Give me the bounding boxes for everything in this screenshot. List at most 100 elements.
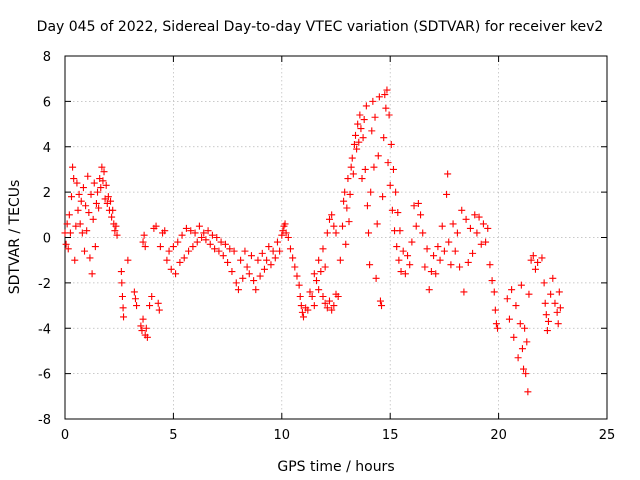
data-point — [189, 243, 197, 251]
data-point — [453, 229, 461, 237]
data-point — [104, 193, 112, 201]
data-point — [330, 222, 338, 230]
data-point — [328, 211, 336, 219]
data-point — [108, 213, 116, 221]
data-point — [77, 197, 85, 205]
data-point — [553, 308, 561, 316]
x-tick-label: 25 — [599, 428, 616, 443]
data-point — [92, 199, 100, 207]
data-points — [61, 86, 564, 396]
data-point — [113, 231, 121, 239]
data-point — [556, 304, 564, 312]
data-point — [447, 261, 455, 269]
data-point — [477, 240, 485, 248]
data-point — [117, 268, 125, 276]
data-point — [363, 202, 371, 210]
data-point — [296, 292, 304, 300]
data-point — [124, 256, 132, 264]
chart-title: Day 045 of 2022, Sidereal Day-to-day VTE… — [37, 19, 604, 35]
data-point — [234, 286, 242, 294]
data-point — [491, 306, 499, 314]
data-point — [342, 240, 350, 248]
x-tick-label: 20 — [490, 428, 507, 443]
data-point — [289, 254, 297, 262]
data-point — [293, 272, 301, 280]
data-point — [276, 247, 284, 255]
data-point — [360, 116, 368, 124]
data-point — [89, 215, 97, 223]
data-point — [267, 261, 275, 269]
data-point — [443, 190, 451, 198]
data-point — [534, 258, 542, 266]
data-point — [350, 140, 358, 148]
data-point — [518, 345, 526, 353]
data-point — [508, 286, 516, 294]
data-point — [198, 234, 206, 241]
data-point — [120, 313, 128, 321]
data-point — [174, 238, 182, 246]
data-point — [370, 163, 378, 171]
data-point — [479, 220, 487, 228]
data-point — [79, 184, 87, 192]
data-point — [538, 254, 546, 262]
data-point — [228, 268, 236, 276]
data-point — [148, 292, 156, 300]
data-point — [394, 209, 402, 217]
data-point — [224, 258, 232, 266]
axis-ticks: 0 5 10 15 20 25 -8 -6 -4 -2 0 2 4 6 8 — [38, 50, 615, 443]
data-point — [281, 220, 289, 228]
data-point — [423, 245, 431, 253]
y-tick-label: 4 — [43, 141, 51, 156]
data-point — [427, 268, 435, 276]
data-point — [555, 288, 563, 296]
data-point — [319, 245, 327, 253]
data-point — [304, 306, 312, 314]
data-point — [375, 93, 383, 101]
data-point — [345, 218, 353, 226]
data-point — [510, 333, 518, 341]
data-point — [408, 238, 416, 246]
data-point — [109, 206, 117, 214]
data-point — [419, 229, 427, 237]
data-point — [315, 256, 323, 264]
data-point — [219, 252, 227, 260]
data-point — [140, 231, 148, 239]
data-point — [414, 199, 422, 207]
data-point — [449, 220, 457, 228]
data-point — [245, 270, 253, 278]
data-point — [254, 256, 262, 264]
data-point — [156, 243, 164, 251]
data-point — [191, 229, 199, 237]
data-point — [71, 256, 79, 264]
data-point — [469, 249, 477, 257]
data-point — [336, 256, 344, 264]
data-point — [357, 125, 365, 133]
data-point — [172, 270, 180, 278]
data-point — [130, 288, 138, 296]
data-point — [95, 204, 103, 212]
data-point — [541, 299, 549, 307]
x-tick-label: 5 — [169, 428, 177, 443]
y-axis-label: SDTVAR / TECUs — [7, 180, 23, 295]
data-point — [531, 265, 539, 273]
data-point — [230, 247, 238, 255]
data-point — [81, 247, 89, 255]
data-point — [291, 263, 299, 271]
data-point — [542, 311, 550, 319]
data-point — [217, 238, 225, 246]
data-point — [339, 222, 347, 230]
data-point — [187, 227, 195, 235]
data-point — [321, 299, 329, 307]
data-point — [378, 302, 386, 310]
data-point — [241, 247, 249, 255]
data-point — [239, 274, 247, 282]
data-point — [265, 243, 273, 251]
data-point — [404, 252, 412, 260]
data-point — [91, 243, 99, 251]
data-point — [348, 154, 356, 162]
data-point — [68, 193, 76, 201]
data-point — [139, 238, 147, 246]
data-point — [517, 281, 525, 289]
data-point — [516, 320, 524, 328]
x-tick-label: 10 — [274, 428, 291, 443]
